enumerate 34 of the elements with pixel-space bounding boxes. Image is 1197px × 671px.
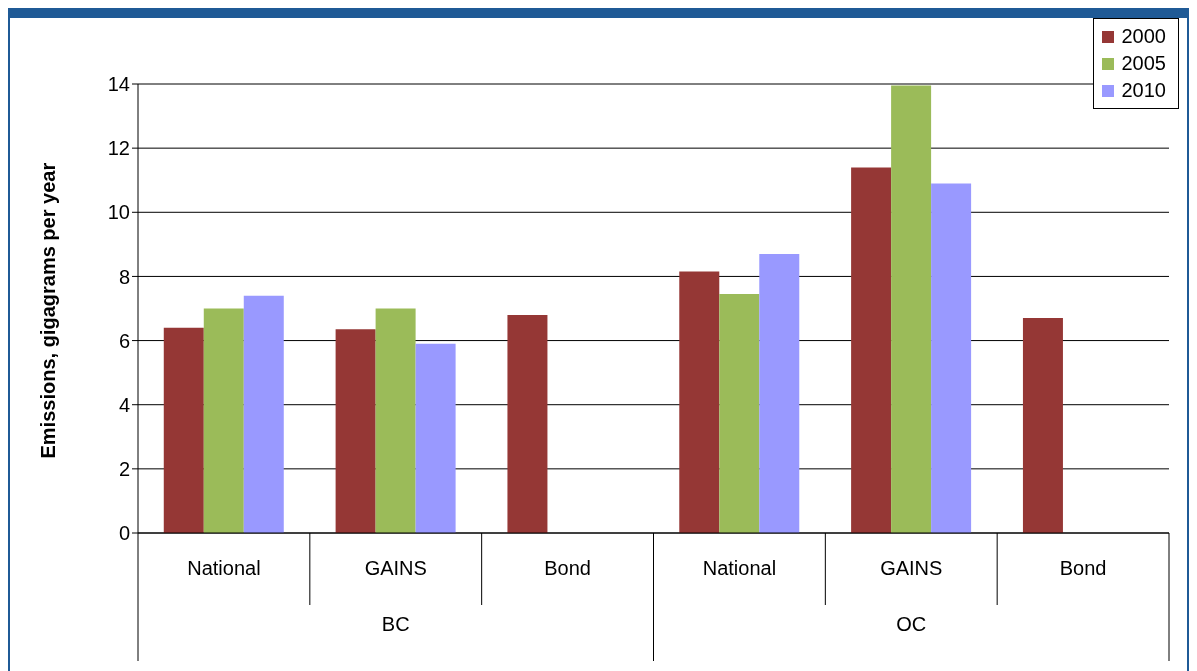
bar — [759, 253, 800, 533]
bar — [719, 294, 760, 533]
bar — [851, 167, 892, 533]
y-tick-label: 4 — [118, 393, 130, 416]
y-tick-label: 8 — [118, 265, 130, 288]
y-tick-label: 10 — [107, 201, 130, 224]
bar — [931, 183, 972, 533]
x-tick-label: Bond — [544, 557, 591, 579]
bar — [243, 295, 284, 533]
bar — [203, 308, 244, 533]
text: OC — [896, 613, 927, 635]
x-tick-label: National — [702, 557, 777, 579]
y-tick-label: 0 — [118, 522, 130, 545]
legend-label: 2000 — [1121, 24, 1166, 49]
bar — [507, 314, 548, 533]
x-tick-label: GAINS — [880, 557, 943, 579]
y-tick-label: 6 — [118, 329, 130, 352]
bar — [679, 271, 720, 533]
bar — [1022, 318, 1063, 533]
y-tick-label: 12 — [107, 137, 130, 160]
bar — [415, 343, 456, 533]
x-tick-label: National — [187, 557, 261, 579]
bar — [163, 327, 204, 533]
bar — [335, 329, 376, 533]
bar — [375, 308, 416, 533]
y-axis-title: Emissions, gigagrams per year — [37, 162, 60, 459]
y-tick-label: 14 — [107, 73, 130, 96]
x-tick-label: GAINS — [364, 557, 427, 579]
legend-label: 2005 — [1121, 51, 1166, 76]
y-tick-label: 2 — [118, 457, 130, 480]
bar — [891, 85, 932, 533]
x-tick-label: Bond — [1059, 557, 1107, 579]
text: BC — [381, 613, 410, 635]
legend-label: 2010 — [1121, 78, 1166, 103]
